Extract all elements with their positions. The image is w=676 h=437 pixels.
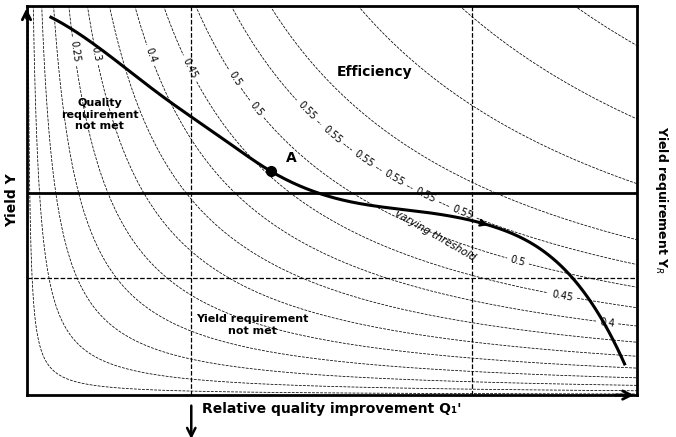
Text: Efficiency: Efficiency	[337, 65, 412, 79]
Text: 0.5: 0.5	[509, 254, 527, 268]
Text: varying threshold: varying threshold	[393, 208, 477, 263]
Text: A: A	[286, 151, 297, 165]
Text: 0.4: 0.4	[143, 47, 158, 64]
Text: Quality
requirement
not met: Quality requirement not met	[61, 98, 139, 131]
Text: 0.45: 0.45	[551, 289, 574, 302]
Y-axis label: Yield Y: Yield Y	[5, 173, 20, 227]
Text: 0.55: 0.55	[295, 100, 318, 122]
Text: 0.45: 0.45	[180, 57, 199, 80]
X-axis label: Relative quality improvement Q₁': Relative quality improvement Q₁'	[202, 402, 462, 416]
Y-axis label: Yield requirement Y$_R$: Yield requirement Y$_R$	[654, 126, 671, 274]
Text: 0.55: 0.55	[383, 169, 406, 188]
Text: Yield requirement
not met: Yield requirement not met	[196, 314, 308, 336]
Text: 0.55: 0.55	[414, 186, 437, 205]
Text: 0.5: 0.5	[226, 70, 243, 88]
Text: 0.3: 0.3	[90, 46, 103, 63]
Text: 0.55: 0.55	[320, 124, 343, 145]
Text: 0.4: 0.4	[599, 316, 615, 328]
Text: 0.25: 0.25	[68, 40, 81, 63]
Text: 0.55: 0.55	[451, 204, 475, 221]
Text: 0.5: 0.5	[248, 100, 266, 118]
Text: 0.55: 0.55	[352, 149, 376, 169]
